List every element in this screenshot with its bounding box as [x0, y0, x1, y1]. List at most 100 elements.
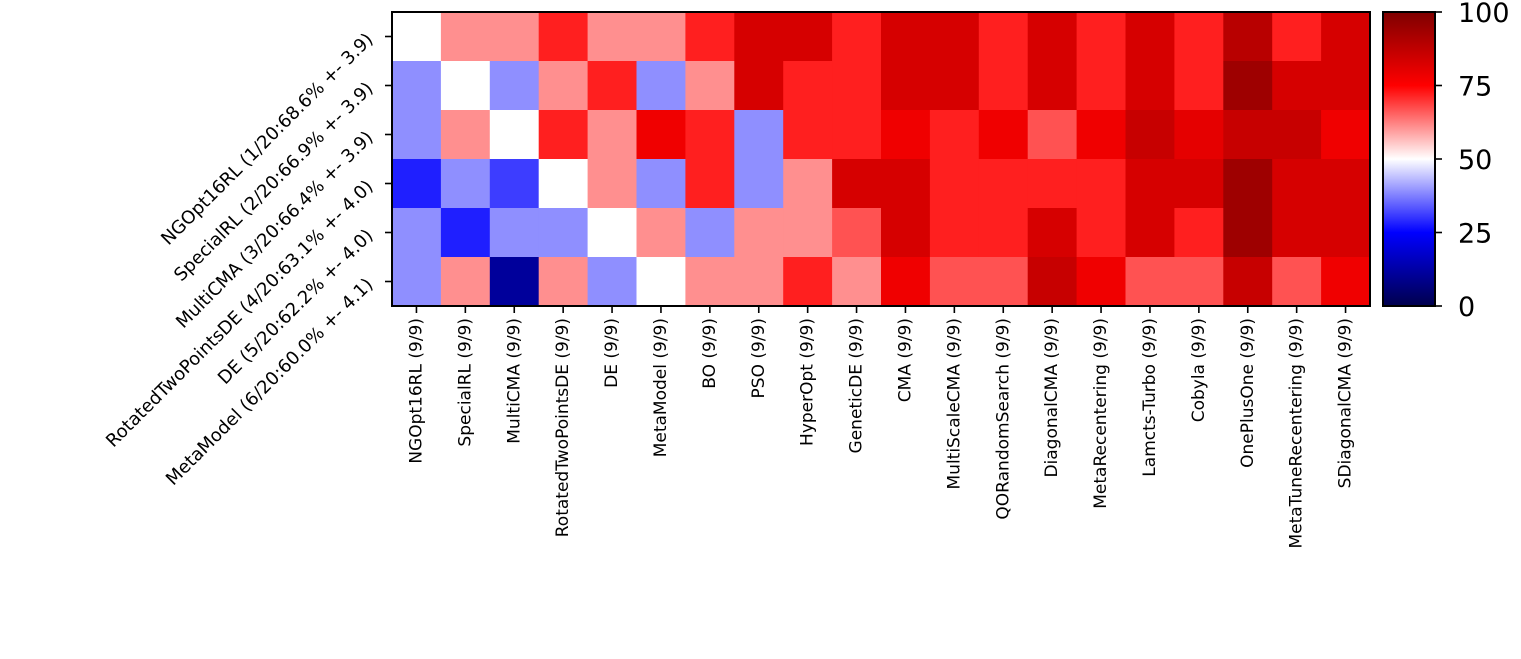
heatmap-cell [978, 257, 1029, 307]
heatmap-cell [1076, 159, 1127, 209]
heatmap-cell [929, 159, 980, 209]
colorbar-tick-label: 25 [1458, 219, 1492, 250]
x-tick-label: GeneticDE (9/9) [847, 318, 867, 453]
colorbar-ticks: 0 25 50 75 100 [1435, 0, 1510, 323]
heatmap-cell [929, 12, 980, 62]
heatmap-cell [1076, 61, 1127, 111]
heatmap-cell [881, 208, 931, 258]
heatmap-cell [636, 208, 686, 258]
x-tick-label: Cobyla (9/9) [1189, 318, 1209, 422]
heatmap-cell [1174, 159, 1224, 209]
heatmap-cell [832, 159, 882, 209]
heatmap-cell [929, 257, 980, 307]
x-tick-label: Lamcts-Turbo (9/9) [1140, 318, 1160, 477]
heatmap-cell [783, 208, 833, 258]
heatmap-cell [489, 208, 540, 258]
heatmap-cell [1027, 110, 1078, 160]
heatmap-cell [783, 12, 833, 62]
colorbar: 0 25 50 75 100 [1382, 0, 1510, 323]
heatmap-cell [587, 12, 638, 62]
heatmap-cell [489, 12, 540, 62]
heatmap-cell [783, 159, 833, 209]
colorbar-gradient [1382, 11, 1436, 307]
heatmap-cell [734, 257, 784, 307]
x-tick-label: RotatedTwoPointsDE (9/9) [553, 318, 573, 537]
heatmap-cell [1125, 208, 1175, 258]
heatmap-cell [1027, 208, 1078, 258]
heatmap-cell [1223, 257, 1273, 307]
heatmap-cell [1321, 61, 1371, 111]
heatmap-cell [440, 110, 491, 160]
heatmap-cell [1027, 61, 1078, 111]
x-tick-label: QORandomSearch (9/9) [993, 318, 1013, 520]
heatmap-cell [1125, 110, 1175, 160]
heatmap-cell [1125, 257, 1175, 307]
heatmap-cell [440, 61, 491, 111]
x-tick-label: PSO (9/9) [749, 318, 769, 398]
heatmap-cell [685, 12, 735, 62]
heatmap-cell [929, 61, 980, 111]
heatmap-cell [1174, 12, 1224, 62]
x-tick-label: OnePlusOne (9/9) [1238, 318, 1258, 468]
heatmap-cell [440, 12, 491, 62]
heatmap-cell [1272, 12, 1322, 62]
x-tick-label: DE (9/9) [602, 318, 622, 388]
heatmap-cell [929, 110, 980, 160]
x-tick-label: NGOpt16RL (9/9) [406, 318, 426, 464]
heatmap-cell [636, 257, 686, 307]
heatmap-cell [440, 208, 491, 258]
colorbar-tick-label: 0 [1458, 292, 1475, 323]
heatmap-cell [734, 110, 784, 160]
heatmap-cell [636, 159, 686, 209]
heatmap-cell [587, 257, 638, 307]
heatmap-cell [1223, 159, 1273, 209]
x-tick-label: MetaModel (9/9) [651, 318, 671, 457]
heatmap-cell [636, 61, 686, 111]
heatmap-cell [1272, 159, 1322, 209]
heatmap-cell [1223, 110, 1273, 160]
heatmap-cell [1321, 257, 1371, 307]
heatmap-cell [1174, 208, 1224, 258]
heatmap-cell [832, 257, 882, 307]
heatmap-cell [734, 208, 784, 258]
heatmap-cell [1076, 208, 1127, 258]
heatmap-cell [734, 159, 784, 209]
heatmap-cell [1076, 12, 1127, 62]
heatmap-cell [832, 61, 882, 111]
heatmap-cell [538, 159, 589, 209]
heatmap-cell [1027, 12, 1078, 62]
colorbar-tick-label: 100 [1458, 0, 1510, 29]
heatmap-cell [783, 110, 833, 160]
colorbar-tick-label: 50 [1458, 145, 1492, 176]
heatmap-cell [881, 159, 931, 209]
heatmap-cell [783, 61, 833, 111]
heatmap-cell [587, 110, 638, 160]
heatmap-cell [392, 208, 442, 258]
heatmap-cell [392, 110, 442, 160]
x-tick-label: BO (9/9) [700, 318, 720, 389]
heatmap-cell [881, 110, 931, 160]
heatmap-cell [1125, 61, 1175, 111]
x-axis-ticks: NGOpt16RL (9/9) SpecialRL (9/9) MultiCMA (… [406, 306, 1356, 549]
heatmap-cell [929, 208, 980, 258]
x-tick-label: MultiScaleCMA (9/9) [944, 318, 964, 490]
heatmap-cell [440, 159, 491, 209]
heatmap-cell [881, 61, 931, 111]
heatmap-cell [978, 61, 1029, 111]
heatmap-cell [1076, 110, 1127, 160]
heatmap-cell [392, 12, 442, 62]
heatmap-cell [1321, 12, 1371, 62]
plot-frame [391, 11, 1371, 307]
heatmap-cell [489, 110, 540, 160]
y-axis-ticks: NGOpt16RL (1/20:68.6% +- 3.9)SpecialRL (… [102, 29, 392, 490]
heatmap-cell [1174, 110, 1224, 160]
heatmap-cell [978, 12, 1029, 62]
heatmap-cell [489, 61, 540, 111]
heatmap-cells [392, 12, 1371, 307]
heatmap-cell [685, 257, 735, 307]
heatmap-cell [1076, 257, 1127, 307]
heatmap-cell [392, 159, 442, 209]
x-tick-label: MetaTuneRecentering (9/9) [1287, 318, 1307, 549]
heatmap-cell [392, 257, 442, 307]
